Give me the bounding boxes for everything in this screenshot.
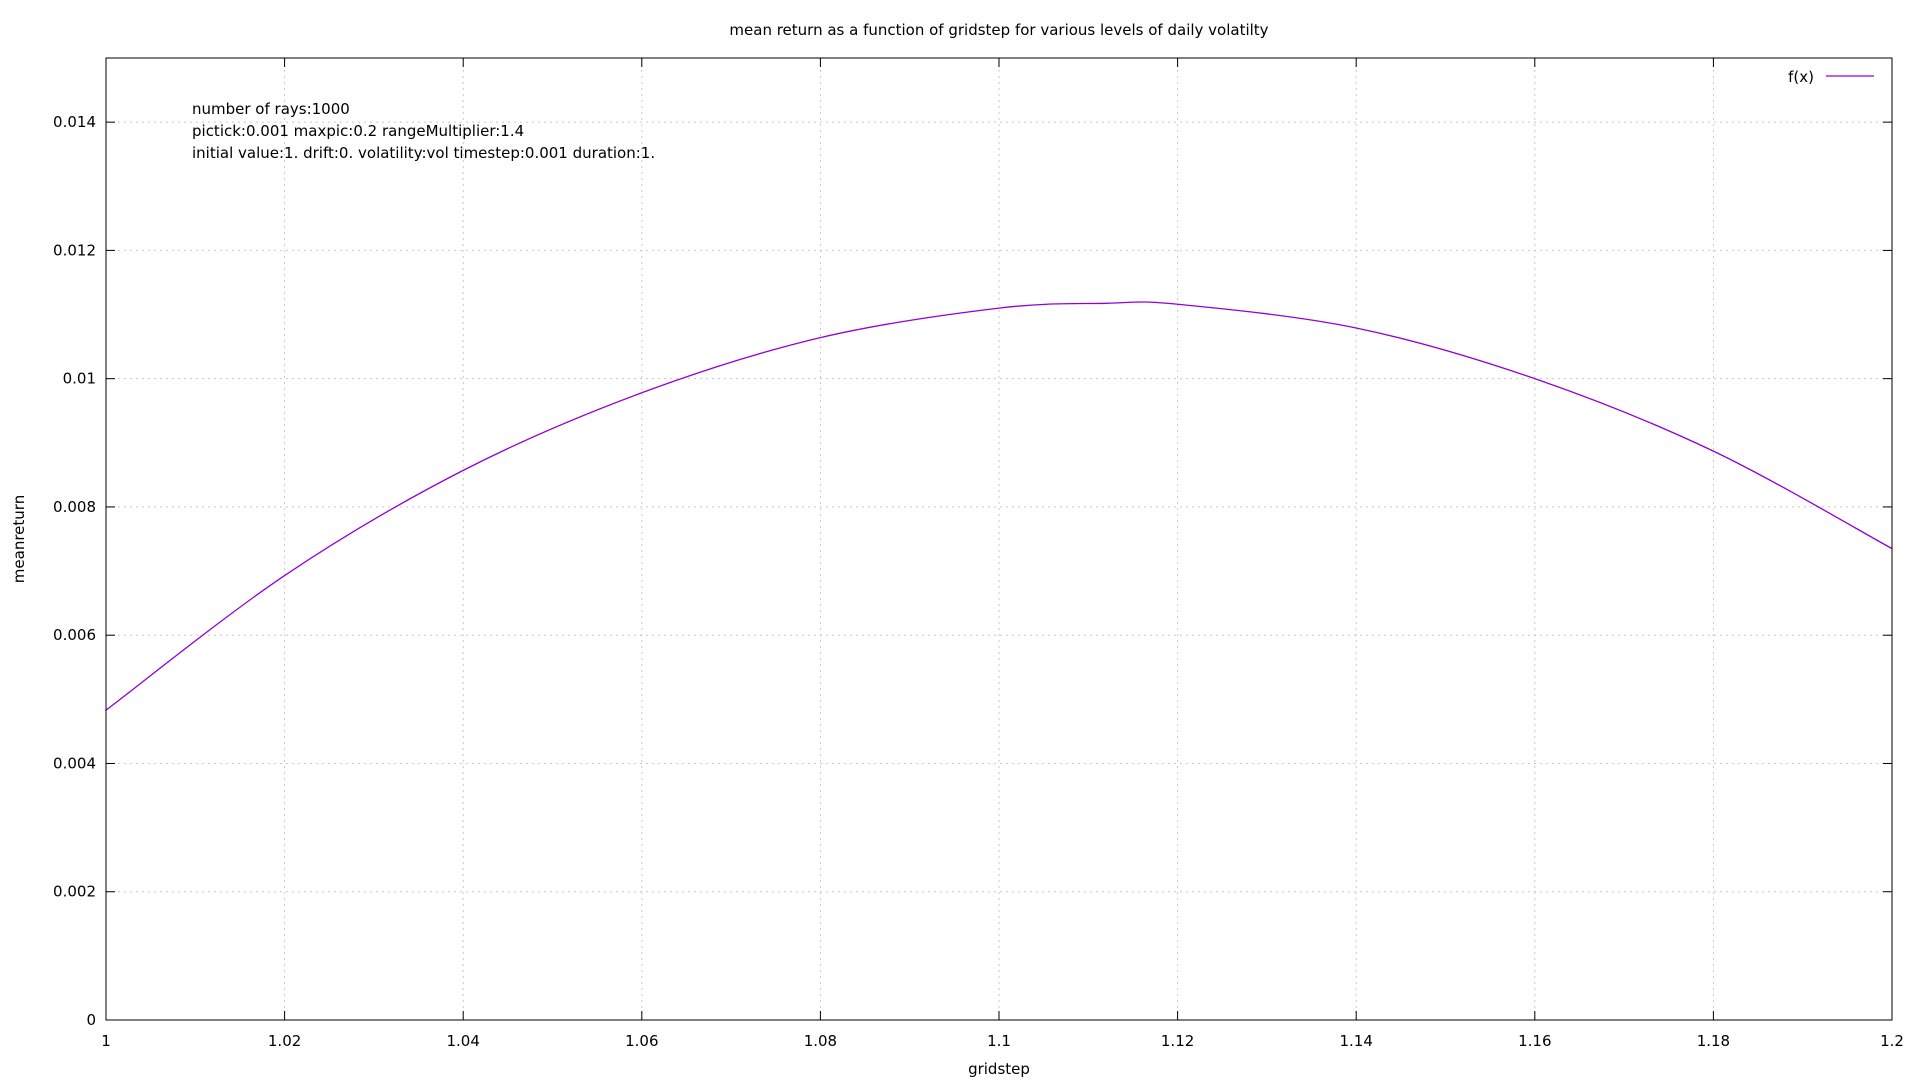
x-tick-label: 1.08 — [804, 1032, 837, 1050]
y-tick-label: 0.004 — [53, 754, 96, 772]
y-tick-label: 0.012 — [53, 241, 96, 259]
x-axis-label: gridstep — [968, 1060, 1030, 1078]
chart-title: mean return as a function of gridstep fo… — [729, 21, 1268, 39]
y-tick-label: 0.014 — [53, 113, 96, 131]
x-tick-label: 1 — [101, 1032, 111, 1050]
x-tick-label: 1.06 — [625, 1032, 658, 1050]
series-layer — [105, 301, 1893, 711]
x-tick-label: 1.16 — [1518, 1032, 1551, 1050]
y-tick-label: 0.01 — [63, 370, 96, 388]
x-tick-label: 1.2 — [1880, 1032, 1904, 1050]
x-tick-label: 1.12 — [1161, 1032, 1194, 1050]
axis-ticks — [105, 58, 1893, 1021]
x-tick-label: 1.18 — [1697, 1032, 1730, 1050]
x-tick-label: 1.14 — [1339, 1032, 1372, 1050]
annotation-rays: number of rays:1000 — [192, 100, 350, 118]
y-tick-label: 0.006 — [53, 626, 96, 644]
x-tick-label: 1.04 — [446, 1032, 479, 1050]
x-tick-label: 1.02 — [268, 1032, 301, 1050]
y-tick-label: 0 — [86, 1011, 96, 1029]
legend-label: f(x) — [1788, 68, 1814, 86]
y-axis-label: meanreturn — [10, 495, 28, 583]
grid-lines — [105, 58, 1893, 1021]
annotation-initial-value: initial value:1. drift:0. volatility:vol… — [192, 144, 655, 162]
y-tick-label: 0.008 — [53, 498, 96, 516]
legend: f(x) — [1788, 68, 1874, 86]
annotation-pictick: pictick:0.001 maxpic:0.2 rangeMultiplier… — [192, 122, 524, 140]
plot-frame — [105, 57, 1893, 1021]
x-tick-label: 1.1 — [987, 1032, 1011, 1050]
series-line-fx — [105, 301, 1893, 711]
tick-labels: 1 1.02 1.04 1.06 1.08 1.1 1.12 1.14 1.16 1.18 1.2 0… — [53, 113, 1904, 1050]
y-tick-label: 0.002 — [53, 883, 96, 901]
